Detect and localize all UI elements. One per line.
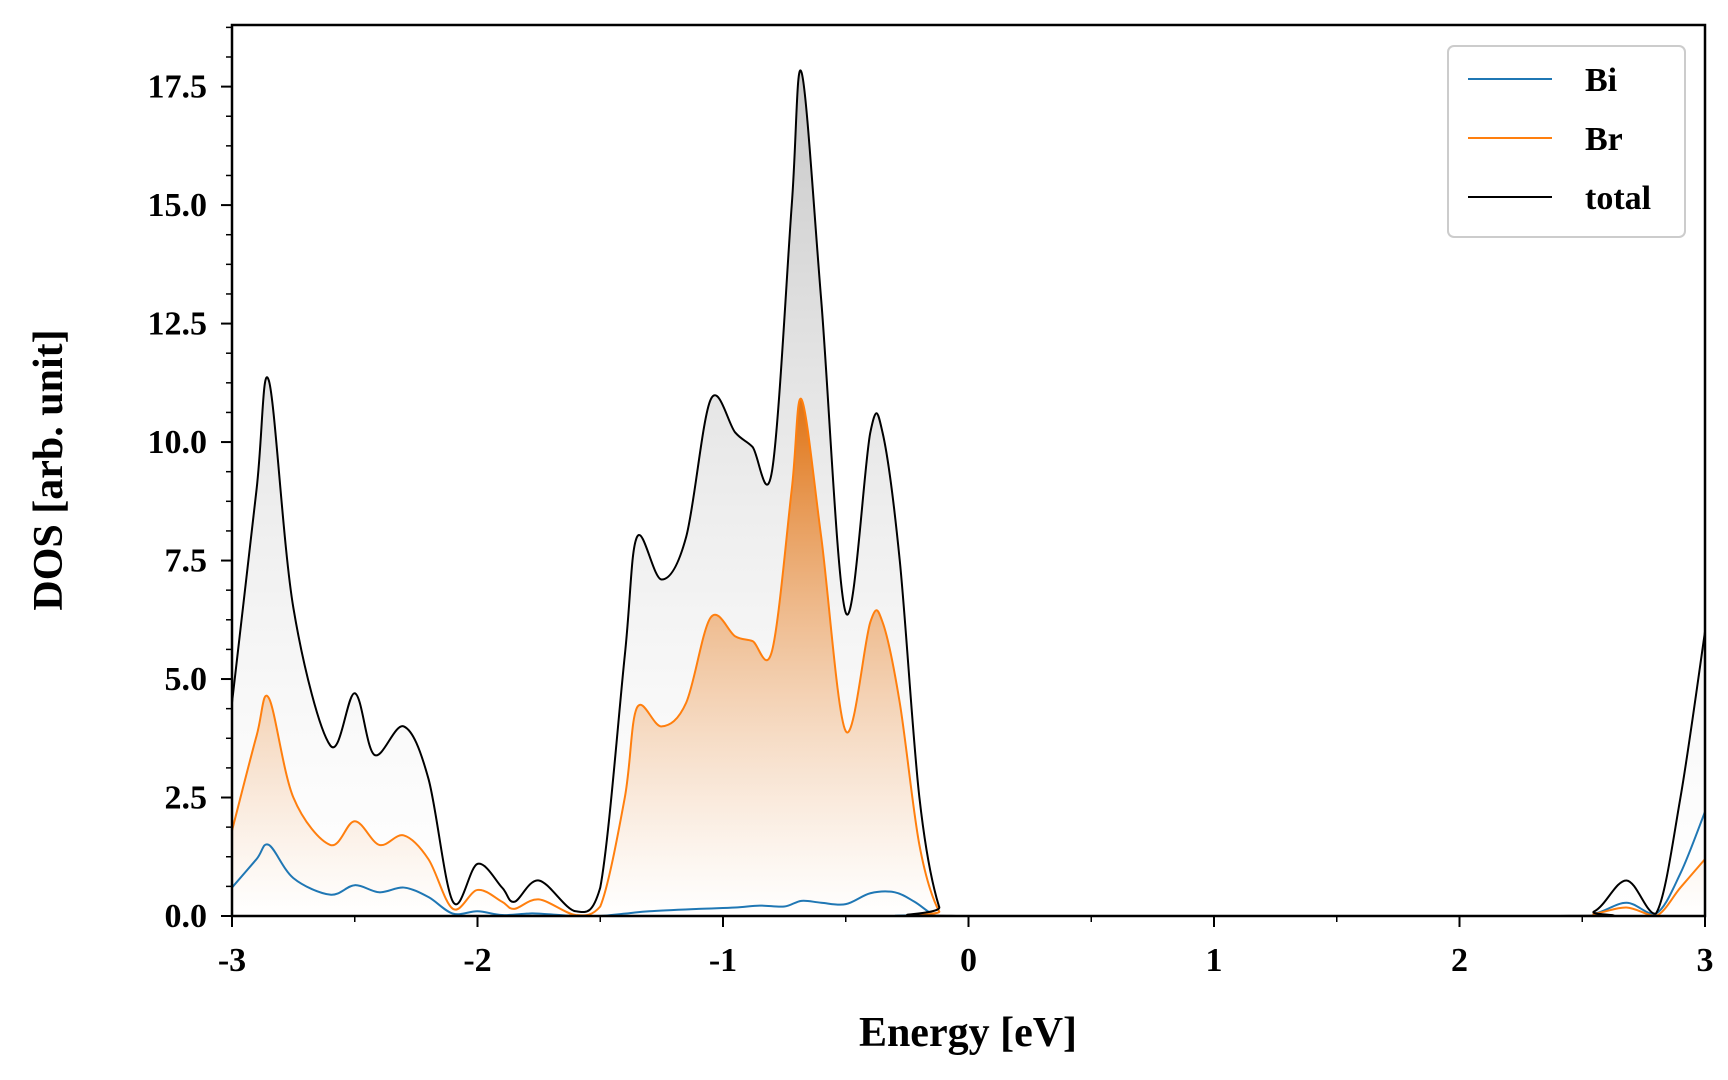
y-axis-label: DOS [arb. unit]	[26, 329, 72, 610]
area-fill-total	[232, 70, 1705, 916]
axis-ticks	[221, 26, 1706, 927]
area-fill-br	[232, 398, 1705, 916]
x-tick-label: -3	[218, 942, 246, 979]
y-tick-label: 0.0	[165, 898, 208, 935]
x-tick-label: -2	[463, 942, 491, 979]
x-tick-label: -1	[709, 942, 737, 979]
x-tick-label: 0	[960, 942, 977, 979]
y-tick-label: 5.0	[165, 661, 208, 698]
x-axis-label: Energy [eV]	[859, 1010, 1077, 1056]
legend-label-br: Br	[1585, 121, 1623, 158]
y-tick-label: 10.0	[148, 424, 208, 461]
legend: Bi Br total	[1447, 45, 1686, 238]
legend-label-bi: Bi	[1585, 62, 1617, 99]
y-tick-label: 12.5	[148, 306, 208, 343]
series-line-bi	[232, 811, 1705, 916]
x-tick-label: 3	[1697, 942, 1714, 979]
series-line-br	[232, 397, 1705, 916]
x-tick-label: 2	[1451, 942, 1468, 979]
y-tick-label: 15.0	[148, 187, 208, 224]
y-tick-label: 17.5	[148, 69, 208, 106]
area-fills	[232, 70, 1705, 916]
y-tick-label: 7.5	[165, 543, 208, 580]
y-tick-label: 2.5	[165, 780, 208, 817]
series-lines	[232, 69, 1705, 916]
x-tick-label: 1	[1206, 942, 1223, 979]
series-line-total	[232, 69, 1705, 916]
legend-frame	[1447, 45, 1686, 238]
axis-tick-labels: -3 -2 -1 0 1 2 3 0.0 2.5 5.0 7.5 10.0 12.5 15.0 17.5	[148, 69, 1714, 979]
legend-label-total: total	[1585, 180, 1651, 217]
